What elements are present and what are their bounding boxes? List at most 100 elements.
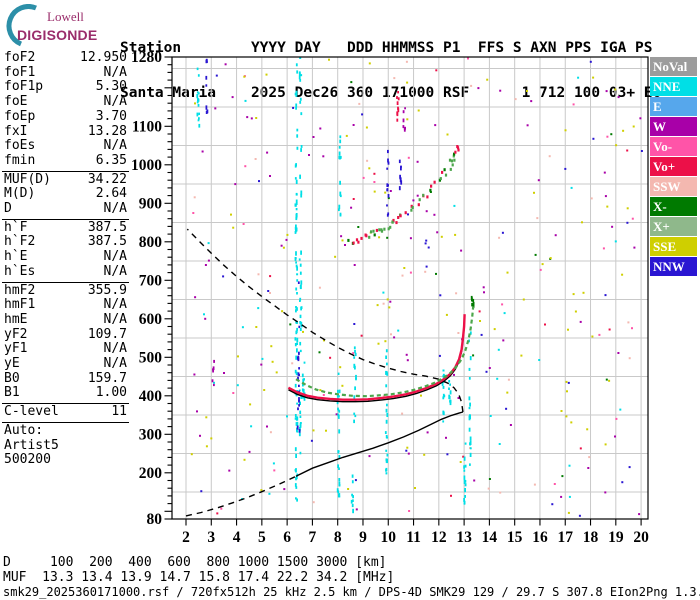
param-value: N/A bbox=[103, 249, 127, 265]
noise-echo-dot bbox=[269, 275, 272, 278]
noise-echo-dot bbox=[502, 339, 505, 342]
noise-echo-dot bbox=[633, 246, 636, 249]
rfi-column-dot bbox=[294, 177, 297, 180]
rfi-column-dot bbox=[298, 258, 301, 261]
param-value: 2.64 bbox=[95, 186, 127, 202]
noise-echo-dot bbox=[522, 298, 525, 301]
noise-echo-dot bbox=[498, 236, 501, 239]
noise-echo-dot bbox=[425, 265, 428, 268]
rfi-column-dot bbox=[295, 321, 298, 324]
rfi-column-dot bbox=[339, 180, 341, 185]
noise-echo-dot bbox=[446, 133, 449, 136]
noise-echo-dot bbox=[638, 513, 641, 516]
param-group: C-level 11 bbox=[2, 403, 129, 422]
rfi-column-dot bbox=[449, 401, 452, 406]
noise-echo-dot bbox=[498, 443, 501, 445]
noise-echo-dot bbox=[507, 378, 510, 381]
x-axis-label: 10 bbox=[381, 529, 397, 546]
y-axis-label: 600 bbox=[139, 311, 163, 328]
rfi-column-dot bbox=[298, 325, 301, 329]
rfi-column-dot bbox=[385, 371, 388, 374]
autoscaling-info-group: Auto: Artist5 500200 bbox=[2, 421, 129, 470]
bottom-info: D 100 200 400 600 800 1000 1500 3000 [km… bbox=[3, 555, 700, 599]
rfi-column-dot bbox=[385, 349, 388, 353]
noise-echo-dot bbox=[200, 490, 203, 493]
noise-echo-dot bbox=[486, 78, 489, 81]
second-hop-echo-dot bbox=[430, 184, 433, 188]
rfi-column-dot bbox=[472, 298, 475, 303]
rfi-column-dot bbox=[295, 287, 298, 291]
param-label: B1 bbox=[4, 385, 20, 401]
rfi-column-dot bbox=[469, 447, 472, 450]
noise-echo-dot bbox=[427, 246, 430, 249]
rfi-column-dot bbox=[472, 301, 475, 306]
noise-echo-dot bbox=[509, 424, 512, 426]
noise-echo-dot bbox=[302, 330, 304, 333]
noise-echo-dot bbox=[352, 198, 355, 200]
logo-digisonde-text: DIGISONDE bbox=[17, 27, 97, 43]
noise-echo-dot bbox=[234, 183, 237, 186]
noise-echo-dot bbox=[376, 304, 379, 307]
param-row: yF1 N/A bbox=[2, 342, 129, 357]
noise-echo-dot bbox=[213, 381, 215, 384]
rfi-column-dot bbox=[464, 464, 467, 468]
noise-echo-dot bbox=[236, 384, 239, 387]
rfi-column-dot bbox=[295, 227, 298, 232]
noise-echo-dot bbox=[479, 320, 481, 322]
second-hop-echo-dot bbox=[387, 227, 390, 231]
param-group: h`F 387.5 h`F2 387.5 h`E N/A h`Es N/A bbox=[2, 218, 129, 282]
noise-echo-dot bbox=[339, 366, 342, 369]
rfi-column-dot bbox=[296, 292, 298, 295]
rfi-column-dot bbox=[468, 406, 471, 410]
noise-echo-dot bbox=[425, 239, 428, 242]
noise-echo-dot bbox=[283, 488, 286, 491]
noise-echo-dot bbox=[222, 275, 225, 278]
F-trace-X-mode bbox=[295, 306, 475, 398]
rfi-column-dot bbox=[469, 463, 471, 466]
noise-echo-dot bbox=[621, 273, 624, 276]
param-label: B0 bbox=[4, 370, 20, 386]
param-row: hmF1 N/A bbox=[2, 298, 129, 313]
rfi-column-dot bbox=[299, 424, 302, 428]
second-hop-echo-dot bbox=[395, 221, 398, 225]
noise-echo-dot bbox=[192, 212, 195, 214]
file-info-row: smk29_2025360171000.rsf / 720fx512h 25 k… bbox=[3, 585, 700, 599]
second-hop-echo-dot bbox=[433, 180, 436, 184]
noise-echo-dot bbox=[318, 286, 321, 289]
rfi-column-dot bbox=[294, 226, 297, 230]
y-axis-label: 300 bbox=[139, 426, 163, 443]
rfi-column-dot bbox=[299, 415, 302, 418]
noise-echo-dot bbox=[232, 226, 235, 229]
noise-echo-dot bbox=[602, 247, 605, 250]
noise-echo-dot bbox=[485, 370, 488, 373]
rfi-column-dot bbox=[297, 372, 300, 376]
noise-echo-dot bbox=[362, 176, 365, 179]
x-axis-label: 7 bbox=[309, 529, 317, 546]
rfi-column-dot bbox=[212, 366, 215, 371]
noise-echo-dot bbox=[592, 76, 595, 79]
noise-echo-dot bbox=[604, 443, 607, 446]
legend-item-ssw: SSW bbox=[650, 177, 697, 196]
rfi-column-dot bbox=[338, 395, 340, 398]
rfi-column-dot bbox=[396, 96, 398, 99]
rfi-column-dot bbox=[355, 374, 357, 380]
rfi-column-dot bbox=[442, 385, 445, 389]
rfi-column-dot bbox=[295, 453, 297, 458]
param-label: h`F2 bbox=[4, 234, 36, 250]
plot-frame bbox=[171, 56, 649, 520]
noise-echo-dot bbox=[352, 352, 355, 355]
noise-echo-dot bbox=[470, 84, 473, 87]
noise-echo-dot bbox=[204, 317, 207, 320]
y-axis-label: 500 bbox=[139, 349, 163, 366]
rfi-column-dot bbox=[196, 112, 199, 117]
rfi-column-dot bbox=[297, 357, 300, 362]
noise-echo-dot bbox=[565, 415, 568, 418]
rfi-column-dot bbox=[197, 74, 200, 77]
param-label: C-level bbox=[4, 404, 59, 420]
param-value: N/A bbox=[103, 138, 127, 154]
rfi-column-dot bbox=[295, 107, 297, 110]
second-hop-echo-dot bbox=[441, 170, 444, 174]
noise-echo-dot bbox=[255, 117, 258, 119]
noise-echo-dot bbox=[354, 479, 357, 482]
rfi-column-dot bbox=[296, 425, 299, 430]
